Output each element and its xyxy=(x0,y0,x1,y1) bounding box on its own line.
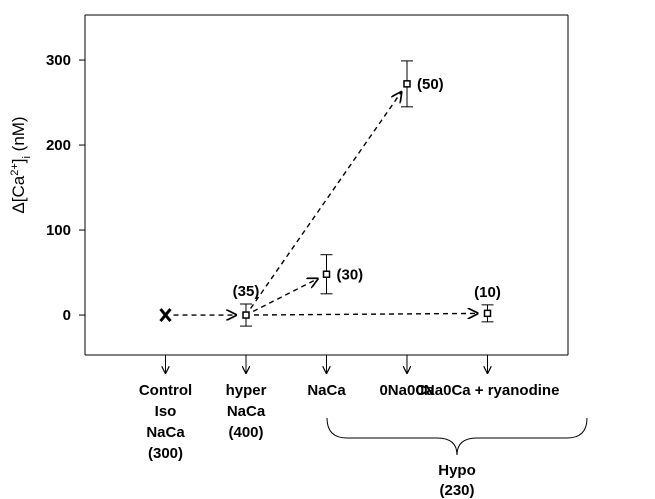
x-tick-label: Control xyxy=(139,382,192,399)
n-label: (50) xyxy=(417,76,444,93)
transition-arrow xyxy=(253,313,478,315)
x-tick-label: NaCa xyxy=(227,403,266,420)
x-tick-label: (400) xyxy=(228,424,263,441)
y-axis-title: Δ[Ca2+]i (nM) xyxy=(9,116,33,213)
x-tick-label: 0Na0Ca + ryanodine xyxy=(416,382,560,399)
data-point xyxy=(242,311,250,319)
y-axis-title-part: 2+ xyxy=(9,163,21,176)
group-label: (230) xyxy=(439,482,474,499)
x-tick-label: (300) xyxy=(148,445,183,462)
y-tick-label: 300 xyxy=(46,52,71,69)
y-tick-label: 100 xyxy=(46,222,71,239)
x-tick-label: Iso xyxy=(155,403,177,420)
y-axis-title-part: (nM) xyxy=(9,116,28,156)
n-label: (10) xyxy=(474,284,501,301)
y-axis-title-part: Δ[Ca xyxy=(9,175,28,213)
x-tick-label: hyper xyxy=(226,382,267,399)
data-point xyxy=(159,308,172,323)
transition-arrow xyxy=(252,279,317,313)
y-axis-title-part: i xyxy=(21,156,33,158)
y-tick-label: 200 xyxy=(46,137,71,154)
transition-arrow xyxy=(249,92,402,309)
n-label: (30) xyxy=(337,266,364,283)
x-tick-label: NaCa xyxy=(307,382,346,399)
x-tick-label: 0Na0Ca xyxy=(379,382,435,399)
data-point xyxy=(322,270,331,278)
y-axis-title-part: ] xyxy=(9,159,28,164)
data-point xyxy=(483,309,492,318)
group-brace xyxy=(326,417,588,456)
n-label: (35) xyxy=(233,283,260,300)
data-point xyxy=(403,80,411,88)
x-tick-label: NaCa xyxy=(146,424,185,441)
y-tick-label: 0 xyxy=(63,307,71,324)
group-label: Hypo xyxy=(438,462,476,479)
